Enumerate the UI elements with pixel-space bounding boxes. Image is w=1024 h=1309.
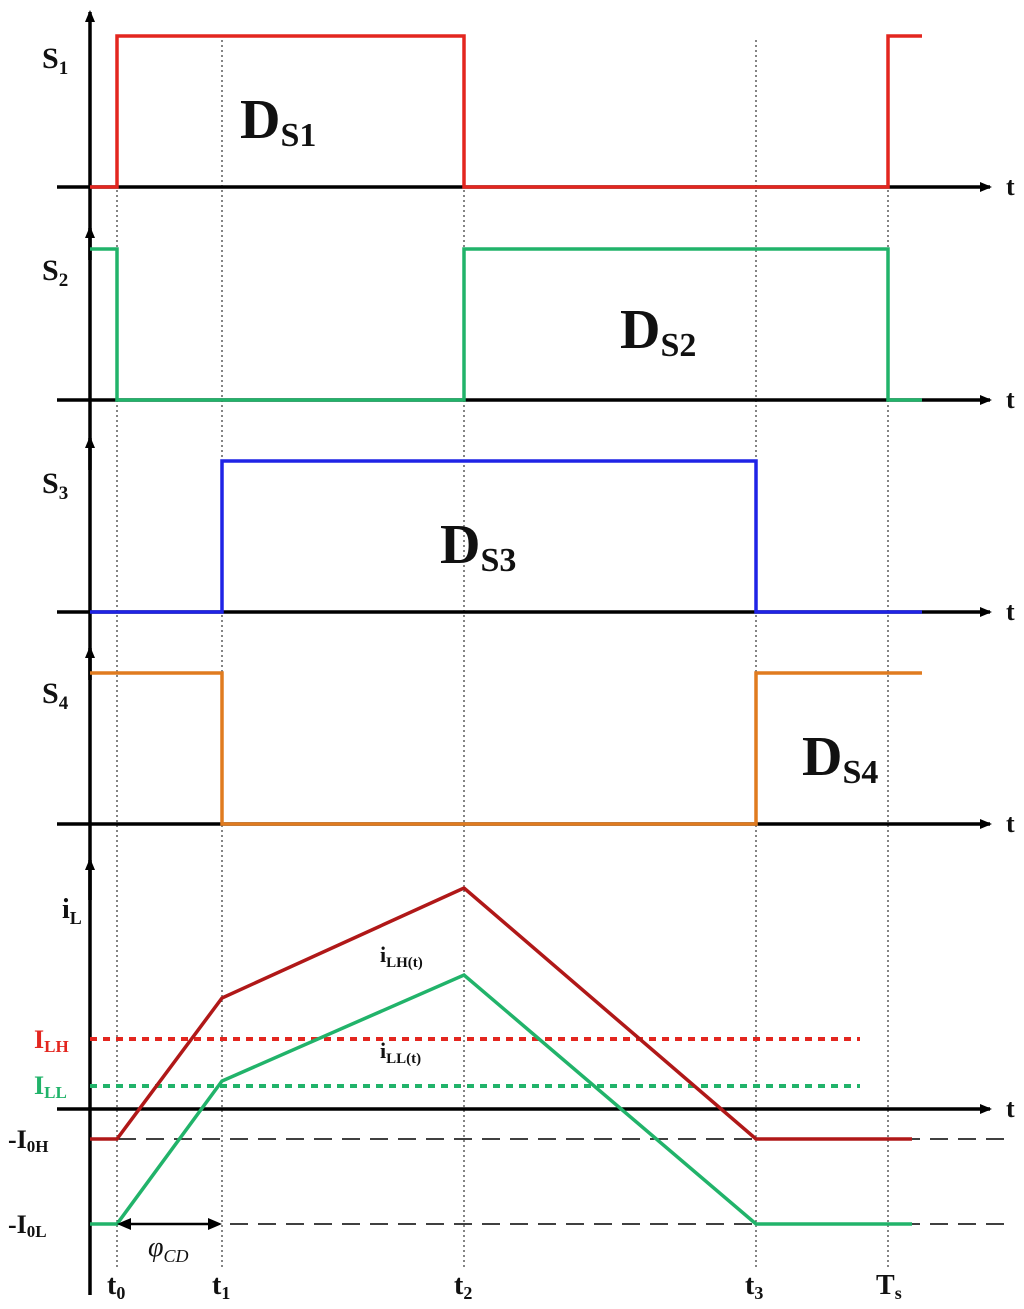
duty-ds3-label: DS3 <box>440 514 516 579</box>
ill-reference-label: ILL <box>34 1071 67 1102</box>
time-guides <box>116 40 889 1270</box>
phase-shift-indicator: φCD <box>117 1218 222 1266</box>
s4-label: S4 <box>42 677 69 714</box>
duty-ds4-label: DS4 <box>802 726 878 791</box>
time-axes <box>57 182 992 1114</box>
i0h-label: -I0H <box>8 1125 49 1156</box>
offset-reference-lines <box>90 1138 1005 1225</box>
axis-t-label: t <box>1006 385 1015 414</box>
ilh-curve-label: iLH(t) <box>380 942 423 971</box>
s3-label: S3 <box>42 467 68 504</box>
s3-waveform <box>90 459 922 614</box>
t0-label: t0 <box>107 1270 125 1303</box>
ilh-reference-label: ILH <box>34 1025 69 1056</box>
ill-current-waveform <box>90 972 912 1226</box>
t3-label: t3 <box>745 1270 763 1303</box>
s2-waveform <box>90 247 922 402</box>
duty-ds1-label: DS1 <box>240 89 316 154</box>
axis-t-label: t <box>1006 597 1015 626</box>
ts-label: Ts <box>876 1270 902 1303</box>
axis-t-label: t <box>1006 172 1015 201</box>
s4-waveform <box>90 671 922 826</box>
phase-cd-label: φCD <box>148 1232 189 1266</box>
t1-label: t1 <box>212 1270 230 1303</box>
il-axis-label: iL <box>62 894 82 928</box>
axis-t-label: t <box>1006 809 1015 838</box>
i0l-label: -I0L <box>8 1210 47 1241</box>
s1-waveform <box>90 34 922 189</box>
duty-ds2-label: DS2 <box>620 299 696 364</box>
axis-t-labels: t t t t t <box>1006 172 1015 1123</box>
s2-label: S2 <box>42 254 68 291</box>
ilh-current-waveform <box>90 885 912 1141</box>
s1-label: S1 <box>42 42 68 79</box>
axis-t-label: t <box>1006 1094 1015 1123</box>
t2-label: t2 <box>454 1270 472 1303</box>
ill-curve-label: iLL(t) <box>380 1038 421 1067</box>
